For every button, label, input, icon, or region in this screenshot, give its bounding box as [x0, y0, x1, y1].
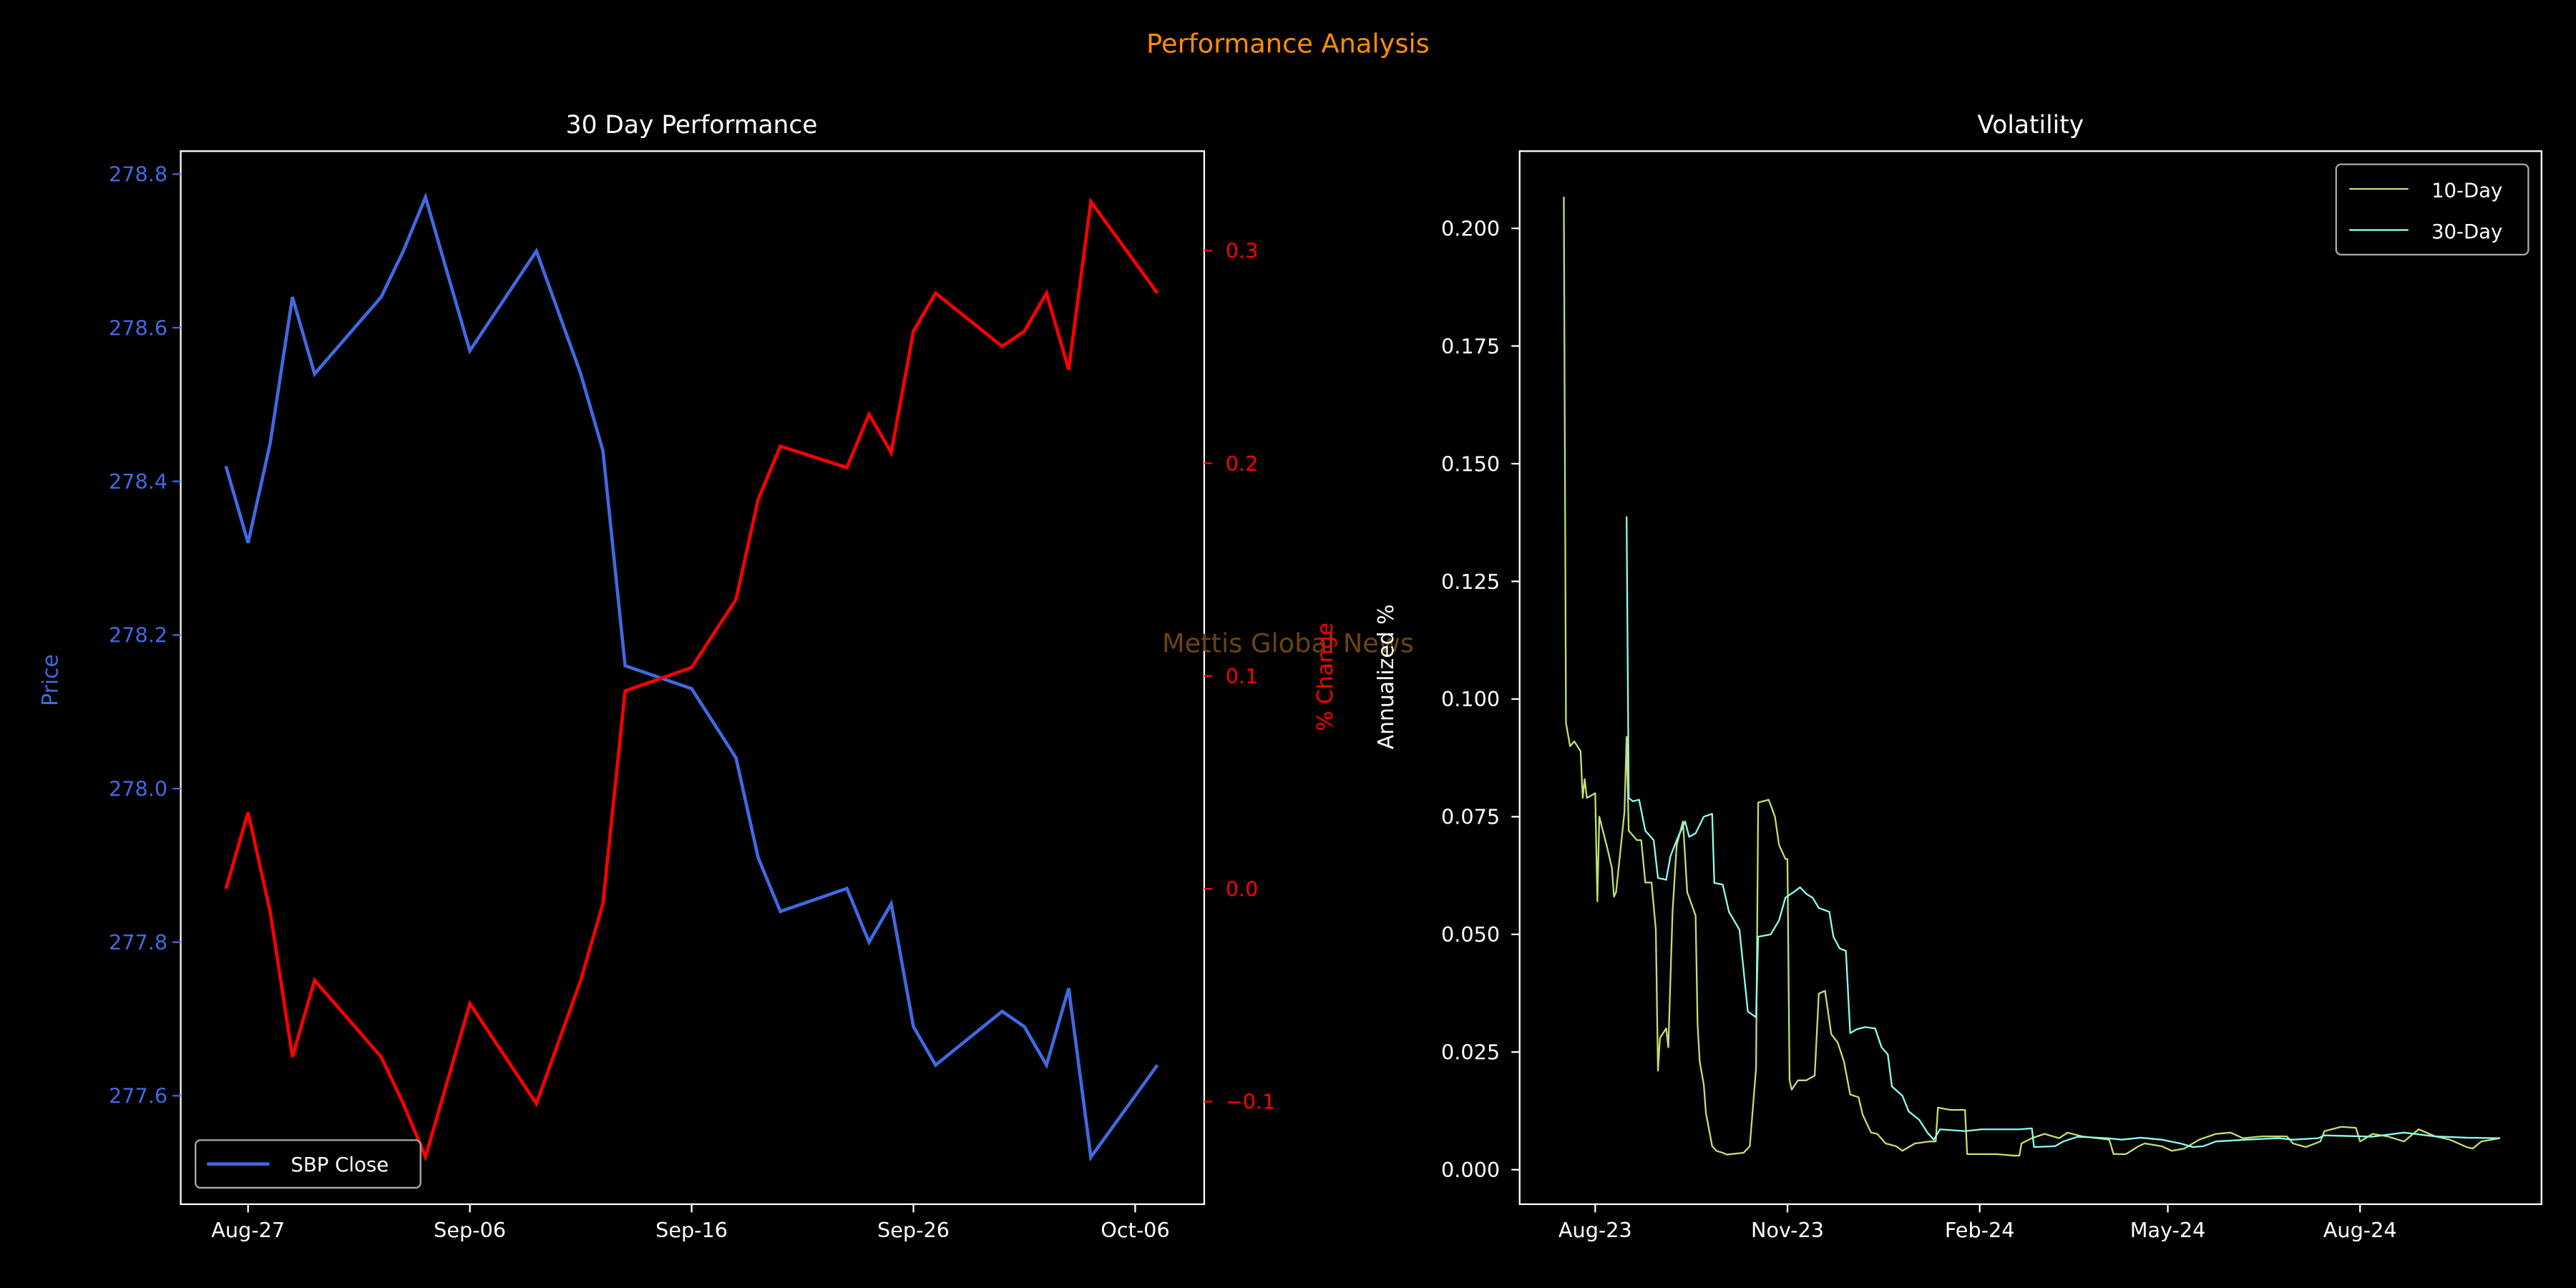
y-tick-label: 278.6 — [109, 316, 167, 340]
legend-label: 10-Day — [2431, 180, 2502, 203]
pct-change-axis-label: % Change — [1313, 623, 1338, 731]
legend: 10-Day 30-Day — [2335, 163, 2529, 256]
y-tick-label: 278.0 — [109, 776, 167, 801]
y-tick-label: 0.200 — [1441, 216, 1500, 240]
x-tick-label: Oct-06 — [1101, 1218, 1169, 1242]
x-tick-label: Sep-26 — [877, 1218, 950, 1242]
annualized-axis-label: Annualized % — [1374, 605, 1399, 750]
x-tick-label: Aug-24 — [2323, 1218, 2397, 1242]
y-tick-label: 277.8 — [109, 930, 167, 955]
y-tick-label: 0.175 — [1441, 334, 1500, 358]
y2-tick-label: −0.1 — [1226, 1090, 1276, 1114]
legend-box — [2335, 163, 2529, 256]
watermark: Mettis Global News — [1162, 628, 1414, 658]
price-axis-label: Price — [38, 654, 63, 706]
y-tick-label: 278.2 — [109, 623, 167, 648]
sbp-close-line — [224, 192, 1159, 1162]
y-tick-label: 0.125 — [1441, 570, 1500, 594]
legend-label: 30-Day — [2431, 220, 2502, 243]
y-tick-label: 277.6 — [109, 1084, 167, 1108]
volatility-chart: Aug-23 Nov-23 Feb-24 May-24 Aug-24 0.000 0.025… — [1441, 150, 2542, 1242]
x-tick-label: May-24 — [2130, 1218, 2206, 1242]
y2-tick-label: 0.3 — [1226, 238, 1259, 263]
suptitle: Performance Analysis — [1146, 28, 1430, 59]
y-tick-label: 0.025 — [1441, 1040, 1500, 1065]
plot-frame — [1518, 150, 2542, 1206]
y-tick-label: 0.050 — [1441, 922, 1500, 947]
y-tick-label: 0.100 — [1441, 687, 1500, 711]
legend-label: SBP Close — [291, 1153, 389, 1176]
x-tick-label: Sep-16 — [655, 1218, 728, 1242]
x-tick-label: Feb-24 — [1945, 1218, 2015, 1242]
x-tick-label: Aug-27 — [211, 1218, 285, 1242]
y-tick-label: 0.150 — [1441, 452, 1500, 476]
x-tick-label: Nov-23 — [1751, 1218, 1824, 1242]
y2-tick-label: 0.1 — [1226, 664, 1259, 688]
x-tick-label: Sep-06 — [434, 1218, 506, 1242]
x-tick-label: Aug-23 — [1558, 1218, 1632, 1242]
y-tick-label: 0.000 — [1441, 1158, 1500, 1182]
pct-change-line — [224, 197, 1159, 1162]
legend: SBP Close — [195, 1139, 421, 1189]
performance-chart: Aug-27 Sep-06 Sep-16 Sep-26 Oct-06 277.6 277.8… — [109, 150, 1276, 1242]
left-chart-title: 30 Day Performance — [566, 111, 818, 140]
y2-tick-label: 0.0 — [1226, 877, 1259, 901]
right-chart-title: Volatility — [1977, 111, 2084, 140]
y-tick-label: 278.8 — [109, 162, 167, 187]
vol-10-day-line — [1563, 197, 2501, 1157]
y-tick-label: 0.075 — [1441, 805, 1500, 829]
y-tick-label: 278.4 — [109, 469, 167, 494]
y2-tick-label: 0.2 — [1226, 452, 1259, 476]
vol-30-day-line — [1626, 516, 2500, 1148]
legend-box — [195, 1139, 421, 1189]
